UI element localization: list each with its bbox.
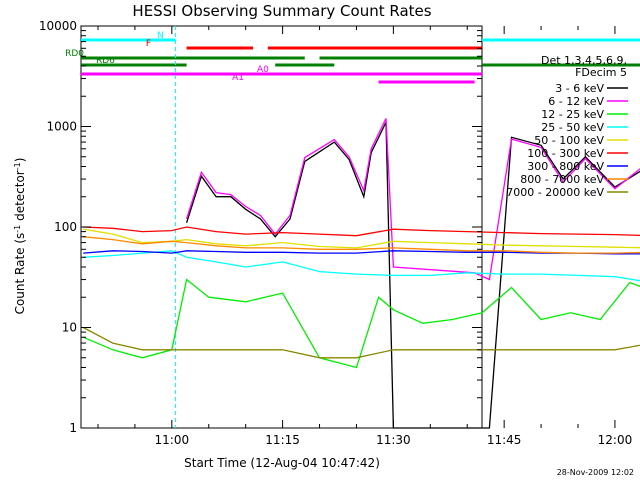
mode-bar-label-f: F xyxy=(146,39,151,49)
y-label-tail: detector xyxy=(13,170,27,225)
y-tick-label: 10 xyxy=(62,321,77,335)
mode-bar-label-rd0: RD0 xyxy=(65,49,84,59)
series-line-25-50-kev xyxy=(83,250,640,282)
legend-entry-label: 12 - 25 keV xyxy=(541,108,604,121)
mode-bar-label-n: N xyxy=(157,31,164,41)
generation-timestamp: 28-Nov-2009 12:02 xyxy=(556,468,634,477)
legend-entry-label: 6 - 12 keV xyxy=(548,95,604,108)
mode-bar-label-rd6: RD6 xyxy=(96,56,115,66)
x-tick-label: 12:00 xyxy=(598,433,633,447)
legend-header: Det 1,3,4,5,6,9, xyxy=(541,54,627,67)
y-label-main: Count Rate (s xyxy=(13,233,27,315)
y-tick-label: 100 xyxy=(54,220,77,234)
series-line-100-300-kev xyxy=(83,226,640,237)
y-label-close: ) xyxy=(13,158,27,163)
chart-title: HESSI Observing Summary Count Rates xyxy=(132,2,431,20)
series-line-3-6-kev xyxy=(185,122,640,429)
series-line-50-100-kev xyxy=(83,228,640,249)
legend-entry-label: 3 - 6 keV xyxy=(555,82,604,95)
series-line-300-800-kev xyxy=(83,250,640,255)
y-axis-label: Count Rate (s-1 detector-1) xyxy=(13,158,27,315)
x-axis-label: Start Time (12-Aug-04 10:47:42) xyxy=(184,456,380,470)
y-tick-label: 10000 xyxy=(39,19,77,33)
observing-mode-bars: NF RD0 RD6 A0 A1 xyxy=(65,26,640,428)
axis-ticks: 1 10 100 1000 10000 11:00 11:15 11:30 11:45 12:00… xyxy=(39,19,633,447)
series-line-800-7000-kev xyxy=(83,236,640,254)
series-line-12-25-kev xyxy=(82,278,640,369)
y-tick-label: 1000 xyxy=(46,120,77,134)
legend-header: FDecim 5 xyxy=(575,66,627,79)
legend-entry-label: 300 - 800 keV xyxy=(527,160,604,173)
mode-bar-label-a1: A1 xyxy=(232,73,244,83)
legend-entry-label: 50 - 100 keV xyxy=(534,134,604,147)
legend-entry-label: 7000 - 20000 keV xyxy=(506,186,604,199)
series-line-7000-20000-kev xyxy=(82,326,640,359)
x-tick-label: 11:30 xyxy=(376,433,411,447)
legend-entry-label: 100 - 300 keV xyxy=(527,147,604,160)
x-tick-label: 11:45 xyxy=(487,433,522,447)
y-label-sup2: -1 xyxy=(13,162,22,170)
series-lines xyxy=(82,118,640,429)
legend-entry-label: 25 - 50 keV xyxy=(541,121,604,134)
y-label-sup: -1 xyxy=(13,225,22,233)
x-tick-label: 11:15 xyxy=(265,433,300,447)
mode-bar-label-a0: A0 xyxy=(257,65,269,75)
series-line-6-12-kev xyxy=(185,118,640,281)
y-tick-label: 1 xyxy=(69,421,77,435)
x-tick-label: 11:00 xyxy=(155,433,190,447)
legend-entry-label: 800 - 7000 keV xyxy=(520,173,604,186)
